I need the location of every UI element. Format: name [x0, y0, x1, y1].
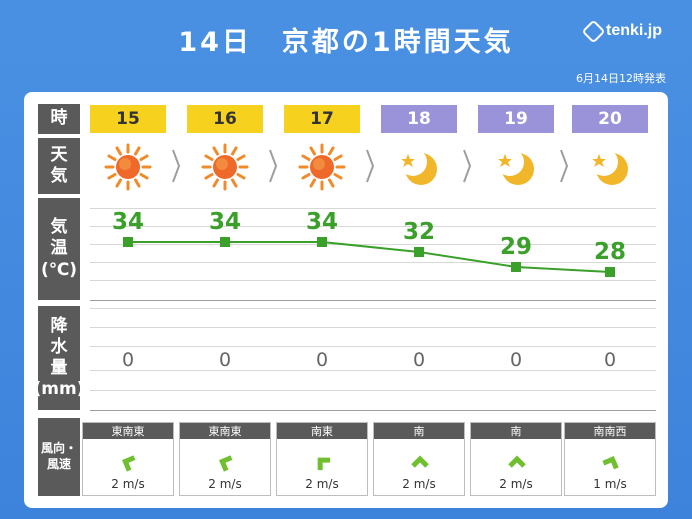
temperature-value: 32 — [402, 219, 435, 245]
precipitation-value: 0 — [412, 349, 426, 371]
row-label-time: 時 — [38, 104, 80, 134]
hour-label: 19 — [478, 105, 554, 133]
grid-line — [90, 308, 656, 309]
wind-arrow-icon — [505, 451, 529, 475]
wind-arrow-icon — [408, 451, 432, 475]
temperature-point — [511, 262, 521, 272]
wind-direction: 南 — [374, 423, 464, 439]
forecast-table: 時 天 気 気 温 (℃) 降 水 量 (mm) 風向・風速 15 34 0 東南東 2… — [24, 92, 668, 508]
temperature-line-chart — [123, 237, 615, 277]
grid-line — [90, 262, 656, 263]
moon-star-icon — [394, 142, 444, 192]
hour-label: 20 — [572, 105, 648, 133]
grid-line — [90, 280, 656, 281]
grid-line — [90, 208, 656, 209]
wind-arrow-icon — [214, 451, 238, 475]
precipitation-value: 0 — [121, 349, 135, 371]
row-label-wind: 風向・風速 — [38, 418, 80, 496]
logo-icon — [581, 18, 606, 44]
temperature-value: 34 — [305, 209, 338, 235]
wind-cell: 南南西 1 m/s — [564, 422, 656, 496]
wind-direction: 東南東 — [83, 423, 173, 439]
temperature-point — [414, 247, 424, 257]
hour-label: 15 — [90, 105, 166, 133]
wind-arrow-icon — [117, 451, 141, 475]
grid-line — [90, 226, 656, 227]
moon-star-icon — [585, 142, 635, 192]
row-label-precipitation: 降 水 量 (mm) — [34, 306, 84, 410]
wind-arrow-icon — [311, 451, 335, 475]
wind-cell: 南 2 m/s — [470, 422, 562, 496]
sun-icon — [103, 142, 153, 192]
moon-star-icon — [491, 142, 541, 192]
chevron-right-icon — [267, 148, 279, 184]
grid-line — [90, 390, 656, 391]
wind-cell: 南東 2 m/s — [276, 422, 368, 496]
wind-speed: 2 m/s — [499, 477, 533, 491]
sun-icon — [297, 142, 347, 192]
grid-line — [90, 327, 656, 328]
wind-arrow-icon — [599, 451, 623, 475]
page-title: 14日 京都の1時間天気 — [178, 27, 514, 58]
wind-cell: 東南東 2 m/s — [82, 422, 174, 496]
precipitation-value: 0 — [509, 349, 523, 371]
row-label-weather: 天 気 — [38, 138, 80, 194]
chevron-right-icon — [558, 148, 570, 184]
tenki-logo: tenki.jp — [581, 18, 663, 44]
grid-line — [90, 300, 656, 301]
temperature-value: 34 — [208, 209, 241, 235]
hour-label: 16 — [187, 105, 263, 133]
wind-cell: 南 2 m/s — [373, 422, 465, 496]
temperature-value: 34 — [111, 209, 144, 235]
temperature-point — [123, 237, 133, 247]
temperature-point — [317, 237, 327, 247]
wind-speed: 2 m/s — [402, 477, 436, 491]
grid-line — [90, 244, 656, 245]
precipitation-value: 0 — [315, 349, 329, 371]
wind-speed: 2 m/s — [208, 477, 242, 491]
hour-label: 18 — [381, 105, 457, 133]
wind-direction: 南東 — [277, 423, 367, 439]
temperature-value: 29 — [499, 234, 532, 260]
chevron-right-icon — [461, 148, 473, 184]
wind-direction: 南 — [471, 423, 561, 439]
hour-label: 17 — [284, 105, 360, 133]
temperature-point — [220, 237, 230, 247]
logo-text: tenki.jp — [606, 22, 663, 39]
temperature-point — [605, 267, 615, 277]
wind-direction: 南南西 — [565, 423, 655, 439]
temperature-value: 28 — [593, 239, 626, 265]
chevron-right-icon — [364, 148, 376, 184]
grid-line — [90, 410, 656, 411]
sun-icon — [200, 142, 250, 192]
grid-line — [90, 370, 656, 371]
wind-cell: 東南東 2 m/s — [179, 422, 271, 496]
wind-direction: 東南東 — [180, 423, 270, 439]
row-label-temperature: 気 温 (℃) — [38, 198, 80, 300]
issued-time: 6月14日12時発表 — [576, 72, 666, 85]
chevron-right-icon — [170, 148, 182, 184]
wind-speed: 1 m/s — [593, 477, 627, 491]
wind-speed: 2 m/s — [305, 477, 339, 491]
precipitation-value: 0 — [603, 349, 617, 371]
wind-speed: 2 m/s — [111, 477, 145, 491]
precipitation-value: 0 — [218, 349, 232, 371]
temperature-line — [128, 241, 611, 273]
grid-line — [90, 346, 656, 347]
